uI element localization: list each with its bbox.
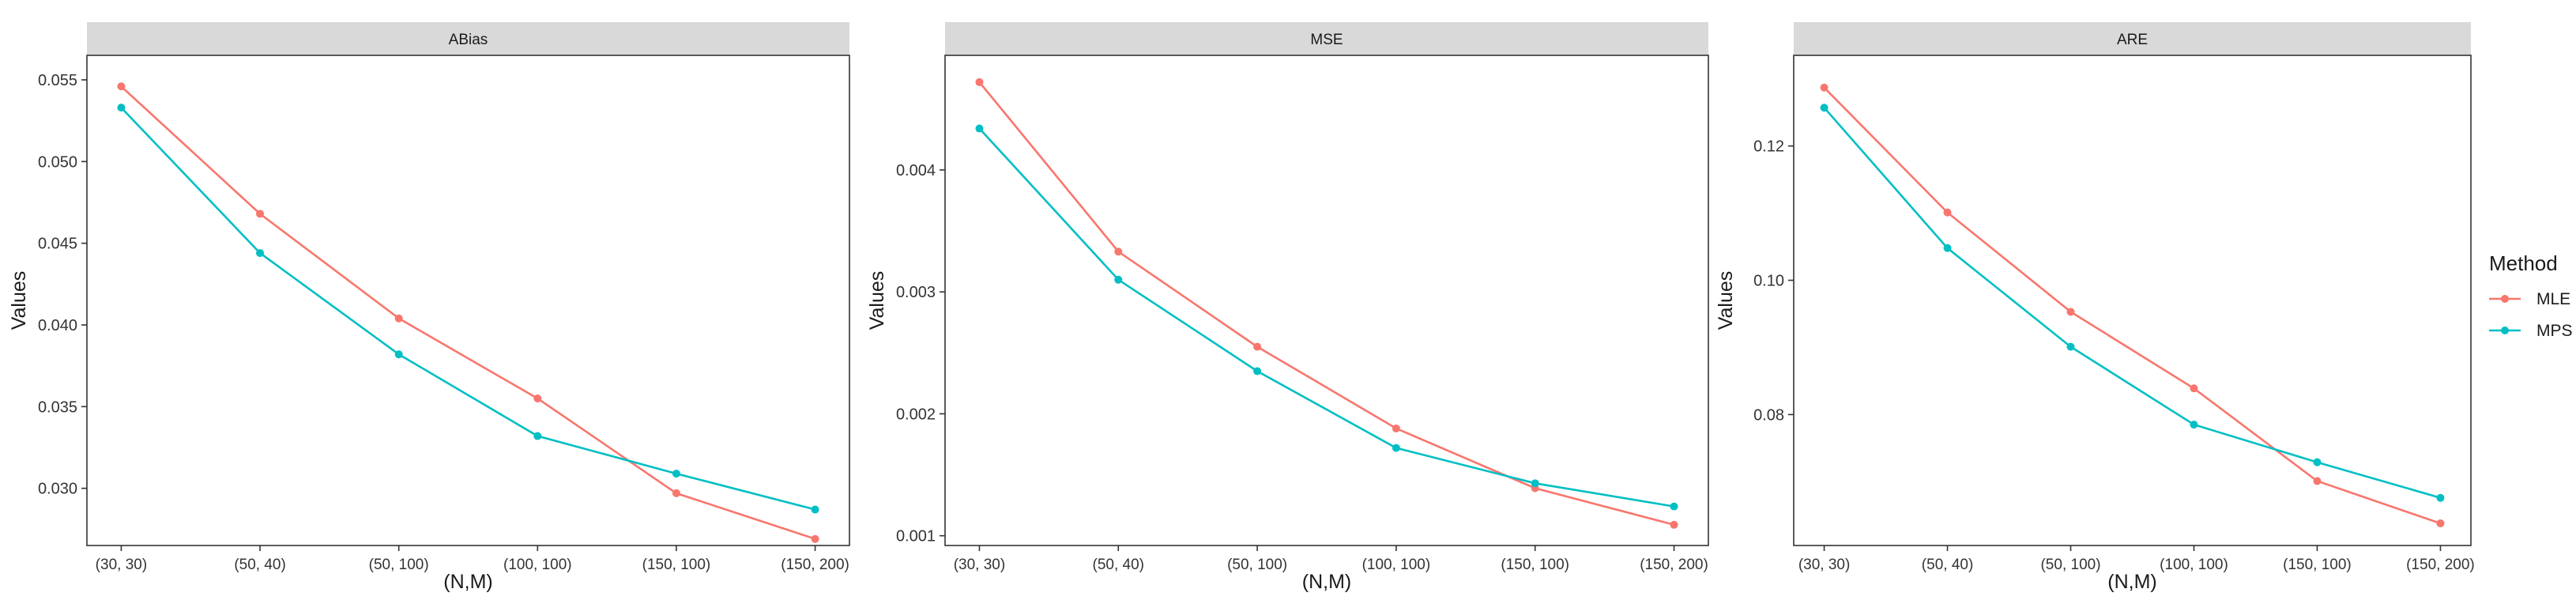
- x-tick-label: (150, 100): [1501, 557, 1569, 573]
- data-point-mle: [1943, 208, 1952, 217]
- data-point-mps: [975, 124, 984, 133]
- series-line-mle: [978, 81, 1674, 527]
- x-tick-label: (30, 30): [96, 557, 147, 573]
- data-point-mle: [1670, 520, 1678, 529]
- data-point-mps: [117, 104, 126, 112]
- y-tick-label: 0.002: [896, 406, 936, 423]
- y-axis-title: Values: [1715, 271, 1737, 330]
- data-point-mps: [1531, 479, 1539, 488]
- data-point-mle: [1253, 342, 1262, 351]
- series-line-mle: [1823, 86, 2441, 525]
- data-point-mps: [2313, 458, 2322, 466]
- data-point-mle: [2313, 477, 2322, 485]
- facet-title: ARE: [2117, 32, 2148, 48]
- data-point-mle: [2066, 308, 2075, 316]
- data-point-mle: [975, 77, 984, 86]
- panel-are: ARE 0.08 0.10 0.12 (30, 30) (50, 40) (50, 100)…: [1715, 22, 2475, 593]
- data-point-mps: [394, 350, 403, 359]
- data-point-mps: [1114, 275, 1123, 284]
- facet-strip: [1794, 22, 2471, 55]
- x-tick-label: (50, 40): [234, 557, 285, 573]
- legend-key-point: [2501, 295, 2509, 303]
- data-point-mps: [2066, 342, 2075, 351]
- y-tick-label: 0.050: [38, 153, 77, 171]
- data-point-mps: [2436, 493, 2445, 502]
- y-tick-label: 0.003: [896, 284, 936, 301]
- x-tick-label: (50, 100): [369, 557, 429, 573]
- legend-label: MLE: [2536, 290, 2570, 308]
- facet-strip: [87, 22, 849, 55]
- x-tick-label: (150, 200): [781, 557, 849, 573]
- y-tick-label: 0.040: [38, 317, 77, 334]
- x-tick-label: (50, 40): [1093, 557, 1144, 573]
- data-point-mle: [394, 314, 403, 323]
- legend-title: Method: [2489, 251, 2558, 275]
- data-point-mps: [811, 505, 819, 514]
- data-point-mps: [256, 249, 265, 258]
- data-point-mle: [256, 210, 265, 218]
- data-point-mle: [1114, 247, 1123, 256]
- y-tick-label: 0.12: [1753, 138, 1784, 156]
- x-tick-label: (30, 30): [1798, 557, 1850, 573]
- x-tick-label: (50, 100): [2040, 557, 2100, 573]
- x-tick-label: (50, 100): [1227, 557, 1287, 573]
- y-tick-label: 0.10: [1753, 273, 1784, 290]
- data-point-mle: [672, 489, 680, 497]
- x-axis-title: (N,M): [1302, 571, 1351, 593]
- data-point-mps: [1253, 367, 1262, 376]
- panel-border: [1793, 55, 2472, 546]
- data-point-mps: [1392, 444, 1400, 452]
- y-tick-label: 0.08: [1753, 406, 1784, 424]
- y-tick-label: 0.030: [38, 481, 77, 498]
- x-tick-label: (150, 100): [642, 557, 711, 573]
- x-tick-label: (100, 100): [503, 557, 572, 573]
- panel-border: [86, 55, 850, 546]
- y-tick-label: 0.045: [38, 236, 77, 253]
- y-axis-title: Values: [866, 271, 888, 330]
- x-tick-label: (100, 100): [1362, 557, 1431, 573]
- y-tick-label: 0.001: [896, 528, 936, 545]
- data-point-mps: [1670, 502, 1678, 511]
- panel-abias: ABias 0.030 0.035 0.040 0.045 0.050 0.055 (30, …: [8, 22, 850, 593]
- data-point-mle: [1392, 424, 1400, 432]
- data-point-mle: [2190, 384, 2198, 393]
- legend-key-point: [2501, 327, 2509, 334]
- panel-border: [944, 55, 1709, 546]
- facet-title: ABias: [449, 32, 488, 48]
- x-tick-label: (30, 30): [954, 557, 1005, 573]
- y-tick-label: 0.055: [38, 72, 77, 89]
- x-axis-title: (N,M): [2107, 571, 2156, 593]
- facet-strip: [945, 22, 1708, 55]
- series-line-mle: [120, 85, 816, 540]
- data-point-mps: [1820, 104, 1828, 112]
- panel-mse: MSE 0.001 0.002 0.003 0.004 (30, 30) (50, 40) (…: [866, 22, 1709, 593]
- x-tick-label: (150, 200): [2406, 557, 2475, 573]
- series-line-mps: [978, 127, 1674, 508]
- y-axis-title: Values: [8, 271, 30, 330]
- legend: Method MLE MPS: [2489, 251, 2573, 340]
- x-tick-label: (100, 100): [2160, 557, 2228, 573]
- y-tick-label: 0.004: [896, 162, 936, 179]
- x-tick-label: (150, 100): [2283, 557, 2352, 573]
- panels: ABias 0.030 0.035 0.040 0.045 0.050 0.055 (30, …: [8, 22, 2475, 593]
- data-point-mle: [533, 394, 542, 402]
- data-point-mps: [533, 432, 542, 440]
- data-point-mps: [2190, 421, 2198, 429]
- data-point-mle: [1820, 83, 1828, 92]
- x-axis-title: (N,M): [443, 571, 492, 593]
- data-point-mps: [1943, 243, 1952, 252]
- data-point-mle: [2436, 519, 2445, 527]
- data-point-mle: [117, 82, 126, 91]
- x-tick-label: (50, 40): [1922, 557, 1973, 573]
- series-line-mps: [1823, 107, 2441, 499]
- series-line-mps: [120, 107, 815, 511]
- legend-label: MPS: [2536, 322, 2573, 340]
- data-point-mle: [811, 534, 819, 543]
- facet-title: MSE: [1310, 32, 1343, 48]
- data-point-mps: [672, 470, 680, 478]
- x-tick-label: (150, 200): [1640, 557, 1708, 573]
- y-tick-label: 0.035: [38, 398, 77, 416]
